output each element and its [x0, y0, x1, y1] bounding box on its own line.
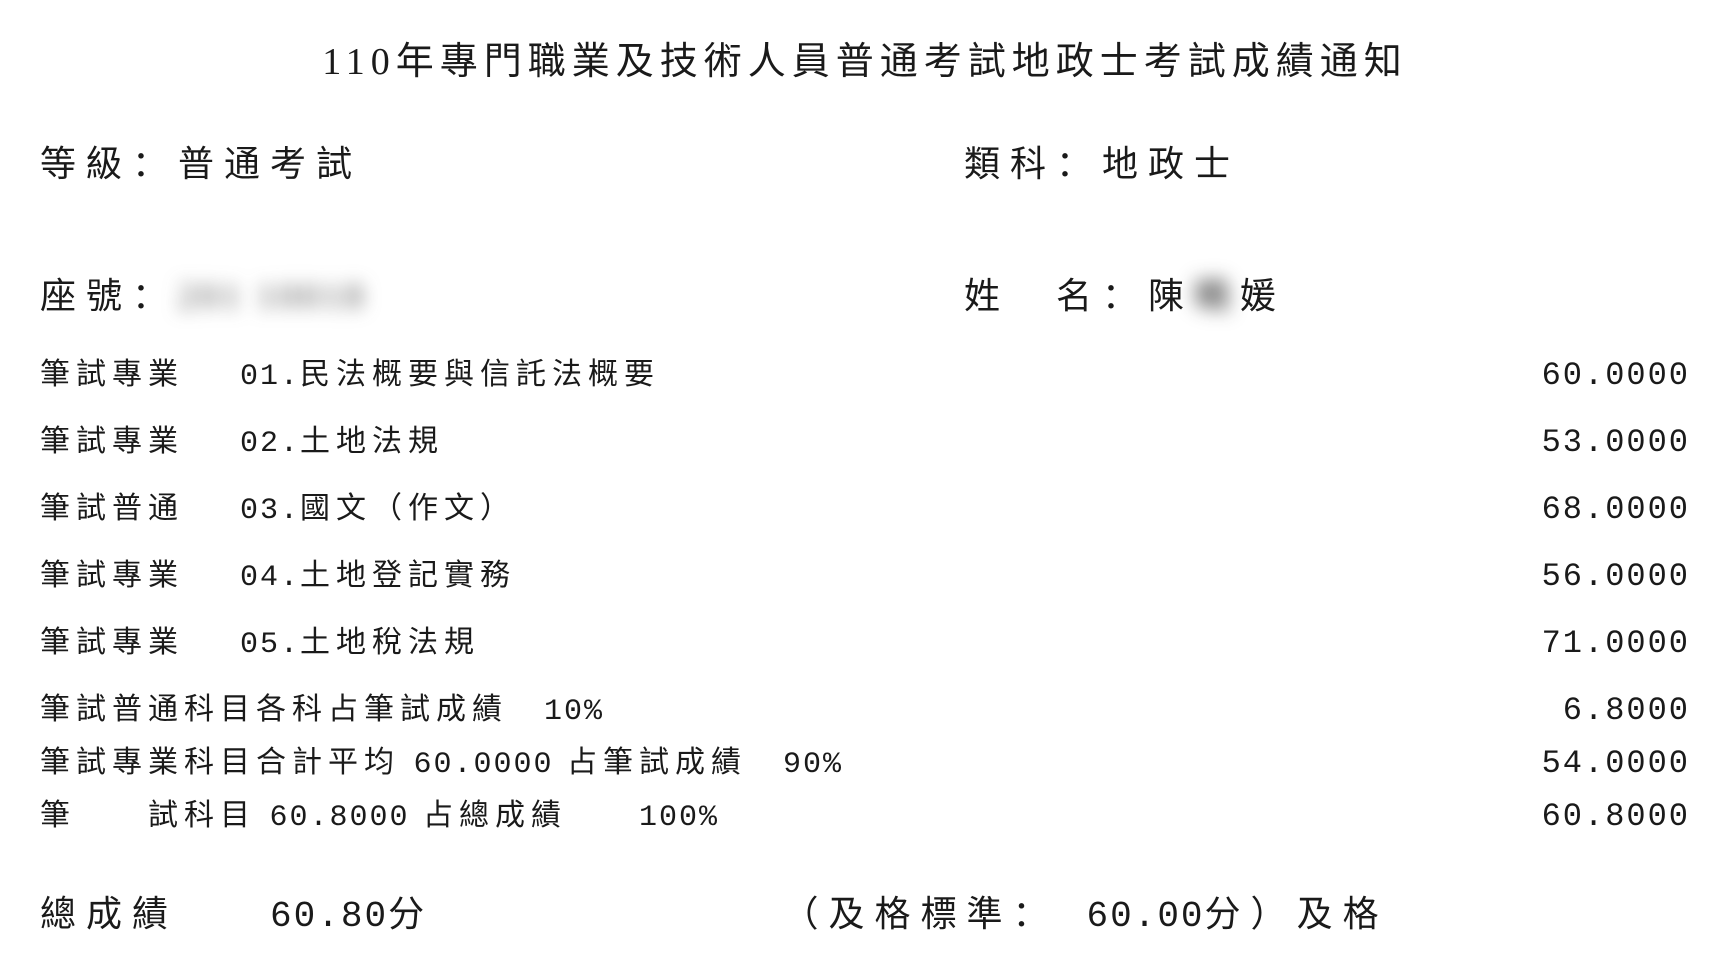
subject-type: 筆試專業	[40, 416, 240, 460]
calc-label: 筆試專業科目合計平均 60.0000 占筆試成績 90%	[40, 737, 1490, 782]
subject-row: 筆試專業 01.民法概要與信託法概要 60.0000	[40, 349, 1690, 394]
final-score-unit: 分	[388, 894, 434, 934]
subject-score: 71.0000	[1490, 625, 1690, 662]
calc-text: 筆試普通科目各科占筆試成績	[40, 693, 544, 726]
subjects-list: 筆試專業 01.民法概要與信託法概要 60.0000 筆試專業 02.土地法規 …	[40, 349, 1690, 662]
category-label: 類科：	[964, 144, 1102, 184]
name-label: 姓 名：	[964, 276, 1148, 316]
subject-code: 03.	[240, 494, 300, 528]
subject-code: 05.	[240, 628, 300, 662]
seat-field: 座號：201 10018	[40, 267, 964, 319]
calc-pct: 10%	[544, 695, 604, 729]
level-value: 普通考試	[178, 144, 362, 184]
final-result-row: 總成績 60.80分 （及格標準： 60.00分）及格	[40, 885, 1690, 937]
pass-result: 及格	[1297, 894, 1389, 934]
calc-row-general: 筆試普通科目各科占筆試成績 10% 6.8000	[40, 684, 1690, 729]
level-label: 等級：	[40, 144, 178, 184]
subject-type: 筆試專業	[40, 617, 240, 661]
calc-value: 6.8000	[1490, 692, 1690, 729]
name-last: 媛	[1240, 276, 1286, 316]
subject-row: 筆試專業 04.土地登記實務 56.0000	[40, 550, 1690, 595]
subject-type: 筆試普通	[40, 483, 240, 527]
calc-text: 筆 試科目	[40, 799, 270, 832]
subject-name: 04.土地登記實務	[240, 550, 1490, 595]
calc-pct: 90%	[783, 748, 843, 782]
calc-label: 筆 試科目 60.8000 占總成績 100%	[40, 790, 1490, 835]
calc-value: 54.0000	[1490, 745, 1690, 782]
level-category-row: 等級：普通考試 類科：地政士	[40, 135, 1690, 187]
subject-title: 土地稅法規	[300, 626, 480, 659]
subject-title: 土地法規	[300, 425, 444, 458]
subject-code: 04.	[240, 561, 300, 595]
category-field: 類科：地政士	[964, 135, 1690, 187]
calculation-block: 筆試普通科目各科占筆試成績 10% 6.8000 筆試專業科目合計平均 60.0…	[40, 684, 1690, 835]
pass-prefix: （及格標準：	[783, 894, 1087, 934]
subject-code: 02.	[240, 427, 300, 461]
name-first: 陳	[1148, 276, 1194, 316]
name-field: 姓 名：陳曉媛	[964, 267, 1690, 319]
pass-status-field: （及格標準： 60.00分）及格	[783, 885, 1691, 937]
calc-score: 60.8000	[270, 801, 410, 835]
seat-value-redacted: 201 10018	[178, 275, 367, 317]
subject-row: 筆試普通 03.國文（作文） 68.0000	[40, 483, 1690, 528]
seat-name-row: 座號：201 10018 姓 名：陳曉媛	[40, 267, 1690, 319]
subject-name: 05.土地稅法規	[240, 617, 1490, 662]
document-title: 110年專門職業及技術人員普通考試地政士考試成績通知	[40, 30, 1690, 85]
subject-score: 68.0000	[1490, 491, 1690, 528]
seat-label: 座號：	[40, 276, 178, 316]
pass-unit: 分）	[1205, 894, 1297, 934]
subject-name: 03.國文（作文）	[240, 483, 1490, 528]
subject-score: 60.0000	[1490, 357, 1690, 394]
subject-name: 01.民法概要與信託法概要	[240, 349, 1490, 394]
pass-threshold: 60.00	[1087, 896, 1205, 937]
subject-score: 53.0000	[1490, 424, 1690, 461]
subject-title: 民法概要與信託法概要	[300, 358, 660, 391]
final-score-value: 60.80	[270, 896, 388, 937]
final-score-label: 總成績	[40, 894, 178, 934]
subject-name: 02.土地法規	[240, 416, 1490, 461]
final-score-field: 總成績 60.80分	[40, 885, 783, 937]
subject-score: 56.0000	[1490, 558, 1690, 595]
calc-text: 筆試專業科目合計平均	[40, 746, 414, 779]
subject-type: 筆試專業	[40, 550, 240, 594]
calc-value: 60.8000	[1490, 798, 1690, 835]
calc-row-written: 筆 試科目 60.8000 占總成績 100% 60.8000	[40, 790, 1690, 835]
subject-code: 01.	[240, 360, 300, 394]
calc-avg: 60.0000	[414, 748, 554, 782]
calc-pct: 100%	[639, 801, 719, 835]
calc-row-professional: 筆試專業科目合計平均 60.0000 占筆試成績 90% 54.0000	[40, 737, 1690, 782]
category-value: 地政士	[1102, 144, 1240, 184]
calc-text: 占筆試成績	[554, 746, 784, 779]
calc-label: 筆試普通科目各科占筆試成績 10%	[40, 684, 1490, 729]
level-field: 等級：普通考試	[40, 135, 964, 187]
subject-title: 土地登記實務	[300, 559, 516, 592]
calc-text: 占總成績	[410, 799, 640, 832]
subject-type: 筆試專業	[40, 349, 240, 393]
subject-row: 筆試專業 02.土地法規 53.0000	[40, 416, 1690, 461]
subject-row: 筆試專業 05.土地稅法規 71.0000	[40, 617, 1690, 662]
subject-title: 國文（作文）	[300, 492, 516, 525]
name-mid-redacted: 曉	[1194, 267, 1240, 319]
